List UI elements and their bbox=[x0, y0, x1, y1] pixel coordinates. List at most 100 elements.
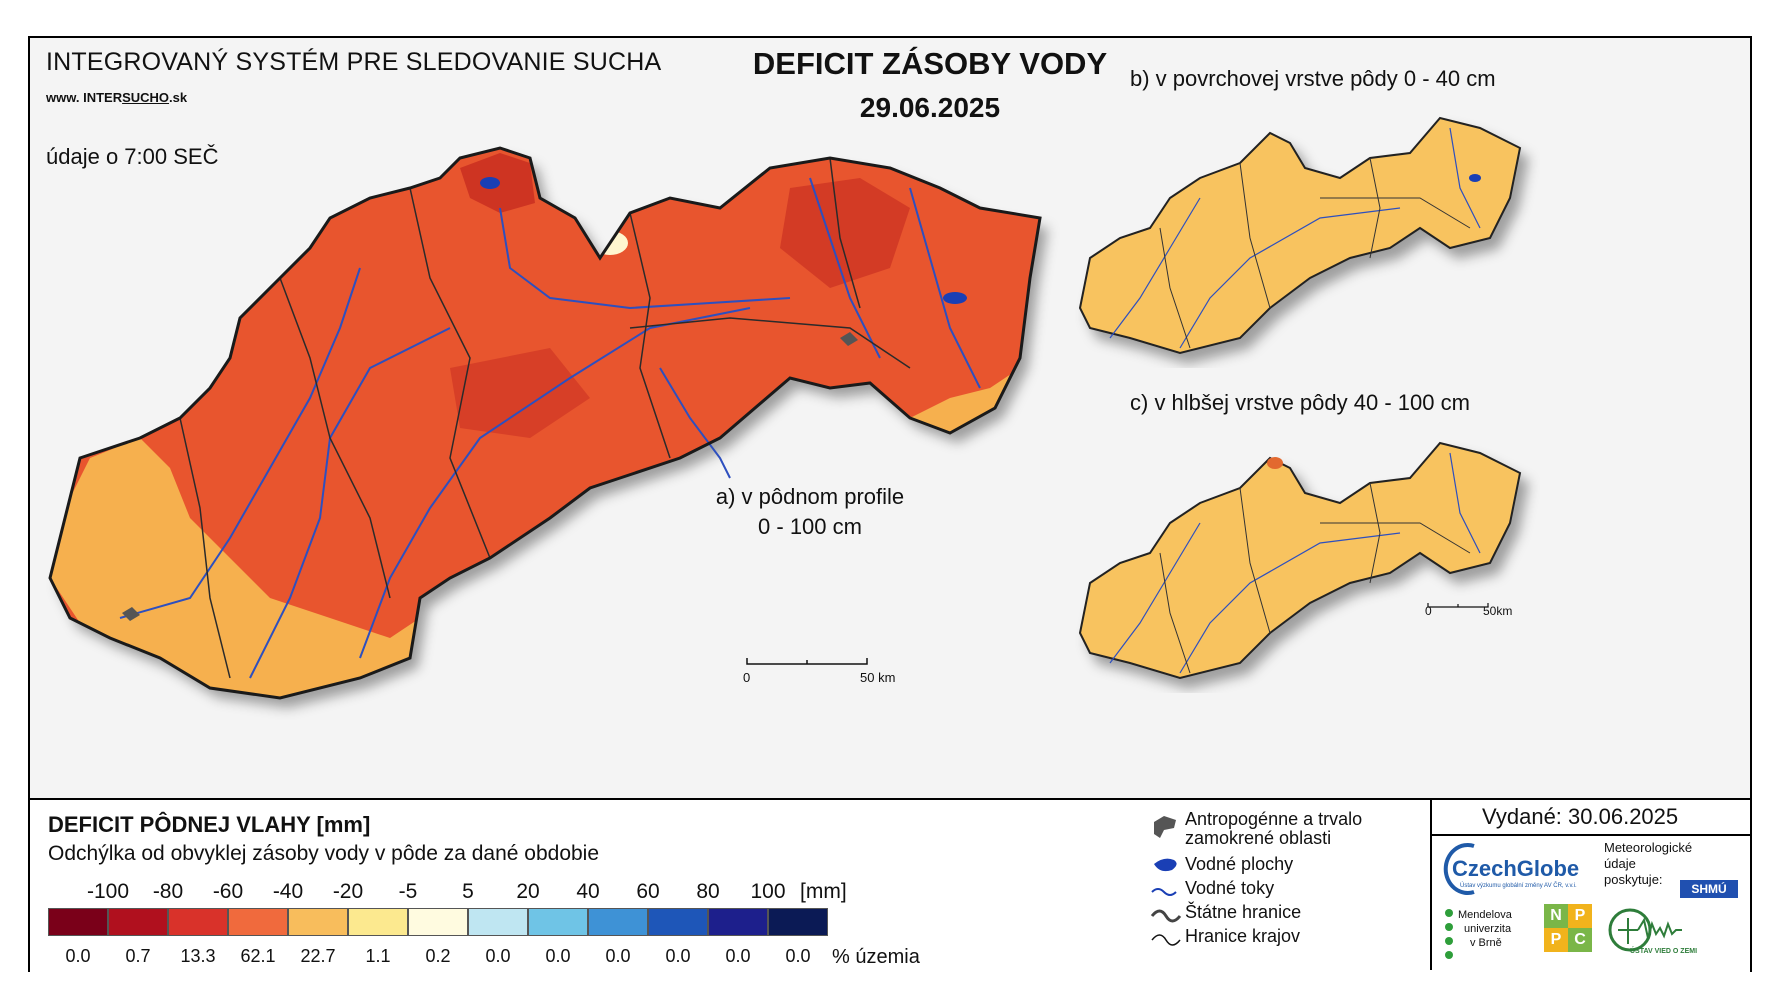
legend-tick: -80 bbox=[152, 880, 184, 903]
map-frame: INTEGROVANÝ SYSTÉM PRE SLEDOVANIE SUCHA … bbox=[28, 36, 1752, 972]
legend-swatch bbox=[408, 908, 468, 936]
issued-date: Vydané: 30.06.2025 bbox=[1482, 804, 1679, 829]
map-a-label-line1: a) v pôdnom profile bbox=[715, 484, 905, 509]
legend-tick: -20 bbox=[332, 880, 364, 903]
inset-map-c bbox=[1078, 441, 1522, 680]
symbol-icons bbox=[1150, 816, 1182, 946]
legend-tick: 40 bbox=[576, 880, 600, 903]
uvz-logo: ÚSTAV VIED O ZEMI bbox=[1630, 948, 1698, 955]
legend-percentage: 22.7 bbox=[300, 946, 336, 966]
legend-percentage: 0.0 bbox=[665, 946, 691, 966]
inset-b-rivers bbox=[1109, 127, 1481, 349]
met-data-note: Meteorologické údaje poskytuje: bbox=[1604, 840, 1693, 887]
inset-scale-end: 50km bbox=[1483, 604, 1513, 618]
legend-tick: 80 bbox=[696, 880, 720, 903]
legend-subtitle: Odchýlka od obvyklej zásoby vody v pôde … bbox=[48, 842, 600, 865]
website-link[interactable]: www. INTERSUCHO.sk bbox=[46, 90, 188, 105]
main-scale-end: 50 km bbox=[860, 670, 896, 685]
state-border-main bbox=[48, 146, 1042, 700]
legend-tick: 20 bbox=[516, 880, 540, 903]
inset-c-regions bbox=[1159, 482, 1471, 674]
legend-swatch bbox=[48, 908, 108, 936]
legend-swatch bbox=[288, 908, 348, 936]
symbol-state-border-label: Štátne hranice bbox=[1185, 902, 1302, 922]
urban-area-kosice bbox=[840, 332, 858, 346]
inset-scale-start: 0 bbox=[1425, 604, 1432, 618]
legend-swatch bbox=[768, 908, 828, 936]
data-time-note: údaje o 7:00 SEČ bbox=[46, 144, 219, 169]
map-c-label: c) v hlbšej vrstve pôdy 40 - 100 cm bbox=[1130, 390, 1470, 415]
legend-unit: [mm] bbox=[800, 880, 847, 903]
main-scale-bar bbox=[746, 658, 868, 665]
legend-tick: 60 bbox=[636, 880, 660, 903]
legend-swatch bbox=[108, 908, 168, 936]
urban-area-bratislava bbox=[122, 607, 140, 621]
legend-percentage: 0.0 bbox=[725, 946, 751, 966]
mendel-logo: Mendelova univerzita v Brně bbox=[1458, 909, 1512, 949]
state-border-icon bbox=[1150, 909, 1182, 923]
inset-b-water bbox=[1469, 174, 1481, 182]
inset-b-regions bbox=[1159, 157, 1471, 349]
legend-tick: -100 bbox=[86, 880, 130, 903]
map-area: INTEGROVANÝ SYSTÉM PRE SLEDOVANIE SUCHA … bbox=[30, 38, 1750, 798]
legend-percentage: 0.0 bbox=[785, 946, 811, 966]
inset-c-hotspot bbox=[1267, 457, 1283, 469]
legend-panel: DEFICIT PÔDNEJ VLAHY [mm] Odchýlka od ob… bbox=[30, 798, 1752, 972]
main-rivers bbox=[119, 177, 981, 679]
legend-swatch bbox=[228, 908, 288, 936]
legend-tick: 5 bbox=[462, 880, 474, 903]
inset-map-b bbox=[1078, 116, 1522, 355]
legend-percentage: 13.3 bbox=[180, 946, 216, 966]
river-icon bbox=[1151, 888, 1177, 896]
uvz-logo-icon bbox=[1608, 908, 1682, 952]
symbol-water-label: Vodné plochy bbox=[1185, 854, 1294, 874]
nppc-logo: N P P C bbox=[1544, 904, 1592, 952]
main-region-borders bbox=[179, 157, 911, 679]
map-b-label: b) v povrchovej vrstve pôdy 0 - 40 cm bbox=[1130, 66, 1496, 91]
mendel-dots-icon bbox=[1445, 909, 1453, 959]
inset-c-rivers bbox=[1109, 452, 1481, 674]
legend-swatch bbox=[348, 908, 408, 936]
legend-pct-unit: % územia bbox=[832, 946, 920, 968]
legend-percentage: 0.0 bbox=[485, 946, 511, 966]
czechglobe-subtitle: Ústav výzkumu globální změny AV ČR, v.v.… bbox=[1460, 883, 1577, 889]
legend-swatch bbox=[168, 908, 228, 936]
issuer-panel: Vydané: 30.06.2025 CzechGlobe Ústav výzk… bbox=[1430, 800, 1752, 970]
legend-percentage: 0.0 bbox=[605, 946, 631, 966]
main-title: DEFICIT ZÁSOBY VODY bbox=[752, 46, 1108, 81]
legend-swatch bbox=[468, 908, 528, 936]
czechglobe-logo-arc bbox=[1443, 843, 1475, 895]
legend-tick: -5 bbox=[398, 880, 418, 903]
legend-tick: 100 bbox=[750, 880, 786, 903]
symbol-river-label: Vodné toky bbox=[1185, 878, 1275, 898]
legend-percentage: 0.7 bbox=[125, 946, 151, 966]
inset-scale-bar bbox=[1427, 603, 1489, 608]
legend-swatch bbox=[648, 908, 708, 936]
urban-area-icon bbox=[1154, 816, 1176, 838]
map-date: 29.06.2025 bbox=[859, 92, 1001, 123]
northeast-dark-zone bbox=[780, 178, 910, 288]
map-a-label-line2: 0 - 100 cm bbox=[758, 514, 862, 539]
water-body-icon bbox=[1154, 858, 1177, 872]
legend-swatch bbox=[528, 908, 588, 936]
symbol-urban-label: Antropogénne a trvalo zamokrené oblasti bbox=[1185, 809, 1363, 848]
legend-percentage: 1.1 bbox=[365, 946, 391, 966]
west-lowland-zone bbox=[50, 438, 420, 698]
region-border-icon bbox=[1151, 934, 1181, 946]
inset-b-fill bbox=[1078, 116, 1522, 355]
issuer-divider bbox=[1432, 834, 1752, 836]
legend-percentage: 0.0 bbox=[65, 946, 91, 966]
water-body-main bbox=[480, 177, 500, 189]
water-body-east bbox=[943, 292, 967, 304]
central-dark-zone bbox=[450, 348, 590, 438]
legend-percentage: 62.1 bbox=[240, 946, 276, 966]
shmu-logo: SHMÚ bbox=[1680, 880, 1738, 898]
legend-percentage: 0.0 bbox=[545, 946, 571, 966]
czechglobe-logo: CzechGlobe bbox=[1452, 856, 1580, 881]
main-map bbox=[48, 146, 1042, 700]
symbol-region-border-label: Hranice krajov bbox=[1185, 926, 1301, 946]
legend-percentage: 0.2 bbox=[425, 946, 451, 966]
legend-title: DEFICIT PÔDNEJ VLAHY [mm] bbox=[48, 812, 371, 837]
legend-swatch bbox=[588, 908, 648, 936]
inset-c-fill bbox=[1078, 441, 1522, 680]
